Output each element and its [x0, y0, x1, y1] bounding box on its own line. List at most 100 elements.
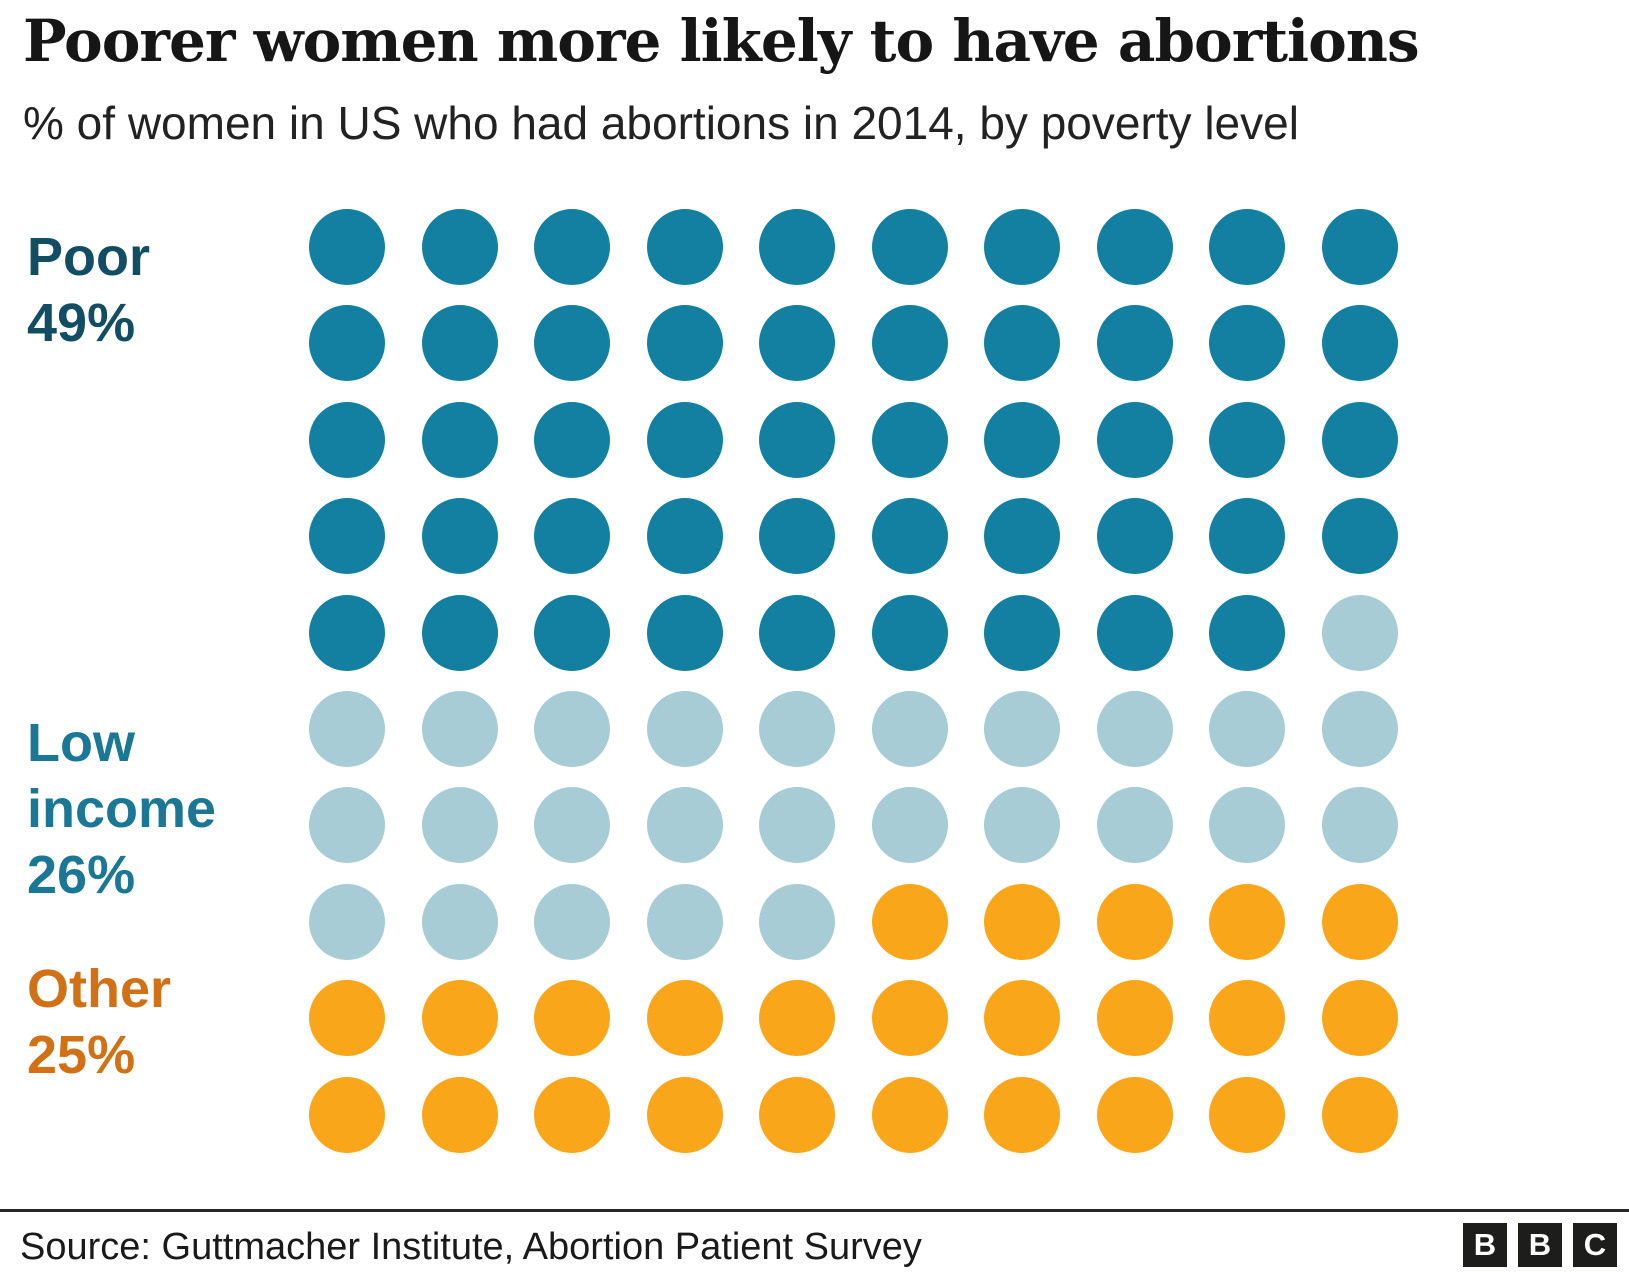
- waffle-dot-poor: [646, 305, 723, 382]
- waffle-dot-poor: [534, 209, 610, 285]
- bbc-logo-letter-1: B: [1463, 1223, 1507, 1267]
- waffle-dot-other: [984, 883, 1060, 960]
- waffle-dot-other: [534, 980, 610, 1057]
- waffle-dot-low-income: [309, 883, 385, 960]
- waffle-dot-poor: [1209, 498, 1285, 575]
- waffle-dot-low-income: [534, 691, 610, 767]
- waffle-dot-low-income: [421, 883, 498, 960]
- waffle-dot-poor: [759, 209, 835, 285]
- waffle-dot-poor: [1209, 594, 1285, 671]
- waffle-dot-other: [1321, 980, 1398, 1057]
- waffle-dot-low-income: [1096, 691, 1173, 767]
- waffle-dot-poor: [984, 209, 1060, 285]
- waffle-dot-other: [1096, 980, 1173, 1057]
- waffle-dot-low-income: [309, 691, 385, 767]
- waffle-dot-poor: [534, 401, 610, 478]
- waffle-dot-poor: [421, 209, 498, 285]
- waffle-dot-low-income: [534, 787, 610, 864]
- waffle-dot-poor: [1096, 498, 1173, 575]
- category-value-poor: 49%: [27, 293, 136, 353]
- waffle-dot-other: [1209, 980, 1285, 1057]
- waffle-dot-low-income: [421, 691, 498, 767]
- waffle-dot-poor: [759, 401, 835, 478]
- waffle-dot-other: [1209, 883, 1285, 960]
- waffle-dot-other: [309, 980, 385, 1057]
- waffle-dot-other: [1096, 883, 1173, 960]
- waffle-dot-other: [1321, 883, 1398, 960]
- bbc-logo-letter-2: B: [1518, 1223, 1562, 1267]
- waffle-dot-poor: [871, 498, 948, 575]
- waffle-dot-poor: [1321, 498, 1398, 575]
- waffle-dot-poor: [534, 594, 610, 671]
- waffle-dot-other: [421, 980, 498, 1057]
- waffle-dot-low-income: [759, 691, 835, 767]
- waffle-dot-poor: [759, 594, 835, 671]
- waffle-dot-poor: [984, 594, 1060, 671]
- waffle-dot-low-income: [759, 883, 835, 960]
- waffle-dot-low-income: [646, 787, 723, 864]
- waffle-dot-poor: [421, 305, 498, 382]
- waffle-dot-poor: [1321, 401, 1398, 478]
- waffle-dot-low-income: [759, 787, 835, 864]
- waffle-dot-low-income: [1096, 787, 1173, 864]
- waffle-dot-poor: [871, 305, 948, 382]
- waffle-grid: [309, 209, 1398, 1153]
- waffle-dot-poor: [759, 305, 835, 382]
- category-label-poor: Poor 49%: [27, 224, 307, 356]
- waffle-dot-poor: [984, 498, 1060, 575]
- waffle-dot-low-income: [421, 787, 498, 864]
- category-label-low-income: Low income 26%: [27, 710, 307, 908]
- waffle-dot-poor: [984, 305, 1060, 382]
- category-name-low-income-line2: income: [27, 779, 217, 839]
- waffle-dot-low-income: [1321, 787, 1398, 864]
- waffle-dot-other: [646, 980, 723, 1057]
- waffle-dot-poor: [871, 401, 948, 478]
- waffle-dot-low-income: [1209, 691, 1285, 767]
- waffle-dot-poor: [1096, 594, 1173, 671]
- chart-subtitle: % of women in US who had abortions in 20…: [23, 97, 1299, 149]
- waffle-dot-poor: [309, 498, 385, 575]
- waffle-dot-poor: [309, 594, 385, 671]
- waffle-dot-poor: [1096, 401, 1173, 478]
- waffle-dot-poor: [1209, 401, 1285, 478]
- bbc-logo-letter-3: C: [1573, 1223, 1617, 1267]
- category-value-other: 25%: [27, 1025, 136, 1085]
- waffle-dot-poor: [1096, 209, 1173, 285]
- waffle-dot-poor: [759, 498, 835, 575]
- waffle-dot-low-income: [646, 883, 723, 960]
- waffle-dot-other: [759, 980, 835, 1057]
- waffle-dot-other: [984, 980, 1060, 1057]
- waffle-dot-poor: [421, 594, 498, 671]
- waffle-dot-poor: [1096, 305, 1173, 382]
- waffle-dot-other: [1096, 1076, 1173, 1153]
- waffle-dot-low-income: [984, 787, 1060, 864]
- source-text: Source: Guttmacher Institute, Abortion P…: [20, 1226, 922, 1268]
- waffle-dot-poor: [1321, 209, 1398, 285]
- footer-divider: [0, 1209, 1629, 1212]
- waffle-dot-other: [871, 980, 948, 1057]
- waffle-dot-poor: [1209, 305, 1285, 382]
- category-value-low-income: 26%: [27, 845, 136, 905]
- waffle-dot-poor: [871, 209, 948, 285]
- waffle-dot-low-income: [984, 691, 1060, 767]
- waffle-dot-poor: [309, 305, 385, 382]
- waffle-dot-poor: [646, 209, 723, 285]
- waffle-dot-low-income: [646, 691, 723, 767]
- waffle-dot-poor: [984, 401, 1060, 478]
- waffle-dot-poor: [646, 594, 723, 671]
- chart-title: Poorer women more likely to have abortio…: [23, 7, 1420, 75]
- waffle-dot-other: [534, 1076, 610, 1153]
- waffle-dot-low-income: [1321, 594, 1398, 671]
- category-name-low-income-line1: Low: [27, 713, 135, 773]
- bbc-logo: B B C: [1463, 1223, 1617, 1267]
- waffle-dot-poor: [534, 305, 610, 382]
- waffle-dot-low-income: [1321, 691, 1398, 767]
- waffle-dot-low-income: [871, 691, 948, 767]
- waffle-dot-other: [1209, 1076, 1285, 1153]
- waffle-dot-other: [421, 1076, 498, 1153]
- waffle-dot-poor: [421, 498, 498, 575]
- waffle-dot-poor: [309, 401, 385, 478]
- waffle-dot-other: [1321, 1076, 1398, 1153]
- waffle-dot-other: [309, 1076, 385, 1153]
